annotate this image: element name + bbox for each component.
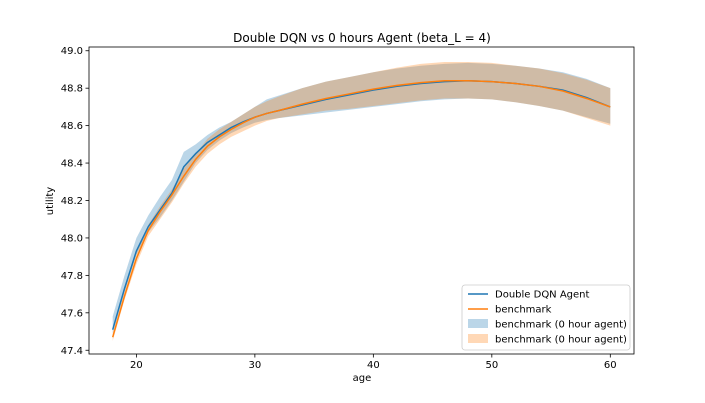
legend-frame (461, 284, 631, 351)
x-tick-label: 20 (130, 360, 143, 371)
legend-swatch-band-blue (468, 319, 488, 328)
y-tick-label: 47.8 (61, 271, 83, 282)
legend-label-band-blue: benchmark (0 hour agent) (495, 320, 627, 331)
x-axis-label: age (353, 373, 372, 384)
series-lines (111, 79, 611, 338)
x-tick-label: 40 (367, 360, 380, 371)
y-tick-label: 48.4 (61, 159, 83, 170)
legend: Double DQN Agent benchmark benchmark (0 … (461, 284, 631, 351)
y-tick-label: 49.0 (61, 46, 83, 57)
chart-title: Double DQN vs 0 hours Agent (beta_L = 4) (233, 31, 491, 45)
y-tick-label: 48.2 (61, 196, 83, 207)
x-axis-ticks: 20 30 40 50 60 (130, 354, 617, 371)
y-tick-label: 48.0 (61, 233, 83, 244)
y-axis-ticks: 47.4 47.6 47.8 48.0 48.2 48.4 48.6 48.8 49.0 (61, 46, 89, 357)
legend-label-benchmark: benchmark (495, 305, 552, 316)
x-tick-label: 50 (485, 360, 498, 371)
band-3 (112, 61, 611, 341)
y-tick-label: 48.8 (61, 84, 83, 95)
series-line-1 (111, 79, 611, 338)
y-tick-label: 48.6 (61, 121, 83, 132)
legend-swatch-band-orange (468, 334, 488, 343)
legend-label-dqn: Double DQN Agent (495, 290, 590, 301)
x-tick-label: 60 (604, 360, 617, 371)
x-tick-label: 30 (249, 360, 262, 371)
legend-label-band-orange: benchmark (0 hour agent) (495, 335, 627, 346)
y-tick-label: 47.6 (61, 308, 83, 319)
y-axis-label: utility (45, 187, 56, 216)
y-tick-label: 47.4 (61, 346, 83, 357)
